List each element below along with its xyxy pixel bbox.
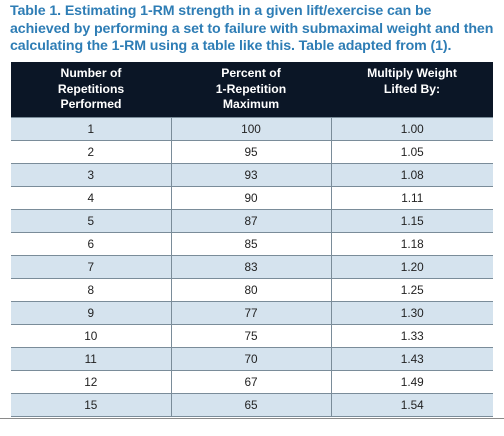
table-row: 9 77 1.30 bbox=[11, 301, 493, 325]
reps-cell: 6 bbox=[11, 232, 172, 256]
reps-cell: 12 bbox=[11, 370, 172, 394]
percent-cell: 80 bbox=[171, 278, 332, 302]
table-row: 4 90 1.11 bbox=[11, 186, 493, 210]
table-header-row: Number of Repetitions Performed Percent … bbox=[11, 62, 493, 117]
percent-cell: 77 bbox=[171, 301, 332, 325]
percent-cell: 95 bbox=[171, 140, 332, 164]
multiplier-cell: 1.49 bbox=[331, 370, 493, 394]
multiplier-cell: 1.43 bbox=[331, 347, 493, 371]
header-percent-line: Percent of bbox=[221, 66, 281, 80]
reps-cell: 15 bbox=[11, 393, 172, 417]
multiplier-cell: 1.30 bbox=[331, 301, 493, 325]
table-row: 11 70 1.43 bbox=[11, 347, 493, 371]
header-percent: Percent of 1-Repetition Maximum bbox=[171, 62, 331, 117]
percent-cell: 67 bbox=[171, 370, 332, 394]
percent-cell: 93 bbox=[171, 163, 332, 187]
rm-table: Number of Repetitions Performed Percent … bbox=[11, 62, 493, 417]
table-row: 2 95 1.05 bbox=[11, 140, 493, 164]
percent-cell: 90 bbox=[171, 186, 332, 210]
header-repetitions-line: Repetitions bbox=[57, 81, 125, 96]
header-multiply-line: Lifted By: bbox=[383, 81, 441, 96]
reps-cell: 7 bbox=[11, 255, 172, 279]
header-repetitions-line: Performed bbox=[60, 97, 122, 111]
multiplier-cell: 1.25 bbox=[331, 278, 493, 302]
multiplier-cell: 1.05 bbox=[331, 140, 493, 164]
rm-table-container: Number of Repetitions Performed Percent … bbox=[11, 62, 493, 417]
reps-cell: 2 bbox=[11, 140, 172, 164]
table-row: 7 83 1.20 bbox=[11, 255, 493, 279]
table-caption: Table 1. Estimating 1-RM strength in a g… bbox=[10, 3, 494, 54]
multiplier-cell: 1.33 bbox=[331, 324, 493, 348]
reps-cell: 8 bbox=[11, 278, 172, 302]
table-row: 5 87 1.15 bbox=[11, 209, 493, 233]
percent-cell: 100 bbox=[171, 116, 332, 141]
percent-cell: 75 bbox=[171, 324, 332, 348]
table-row: 3 93 1.08 bbox=[11, 163, 493, 187]
multiplier-cell: 1.08 bbox=[331, 163, 493, 187]
table-row: 15 65 1.54 bbox=[11, 393, 493, 417]
percent-cell: 87 bbox=[171, 209, 332, 233]
header-multiply-line: Multiply Weight bbox=[367, 66, 457, 80]
multiplier-cell: 1.18 bbox=[331, 232, 493, 256]
percent-cell: 85 bbox=[171, 232, 332, 256]
table-row: 10 75 1.33 bbox=[11, 324, 493, 348]
table-row: 6 85 1.18 bbox=[11, 232, 493, 256]
multiplier-cell: 1.11 bbox=[331, 186, 493, 210]
header-percent-line: 1-Repetition bbox=[215, 81, 287, 96]
multiplier-cell: 1.54 bbox=[331, 393, 493, 417]
table-row: 12 67 1.49 bbox=[11, 370, 493, 394]
reps-cell: 10 bbox=[11, 324, 172, 348]
reps-cell: 3 bbox=[11, 163, 172, 187]
header-percent-line: Maximum bbox=[222, 97, 280, 111]
multiplier-cell: 1.20 bbox=[331, 255, 493, 279]
reps-cell: 1 bbox=[11, 116, 172, 141]
table-row: 1 100 1.00 bbox=[11, 116, 493, 141]
multiplier-cell: 1.00 bbox=[331, 116, 493, 141]
header-repetitions: Number of Repetitions Performed bbox=[11, 62, 171, 117]
bottom-divider bbox=[0, 418, 504, 419]
percent-cell: 83 bbox=[171, 255, 332, 279]
header-repetitions-line: Number of bbox=[60, 66, 122, 80]
reps-cell: 11 bbox=[11, 347, 172, 371]
percent-cell: 70 bbox=[171, 347, 332, 371]
reps-cell: 5 bbox=[11, 209, 172, 233]
header-multiply: Multiply Weight Lifted By: bbox=[331, 62, 493, 117]
table-row: 8 80 1.25 bbox=[11, 278, 493, 302]
reps-cell: 4 bbox=[11, 186, 172, 210]
percent-cell: 65 bbox=[171, 393, 332, 417]
reps-cell: 9 bbox=[11, 301, 172, 325]
multiplier-cell: 1.15 bbox=[331, 209, 493, 233]
